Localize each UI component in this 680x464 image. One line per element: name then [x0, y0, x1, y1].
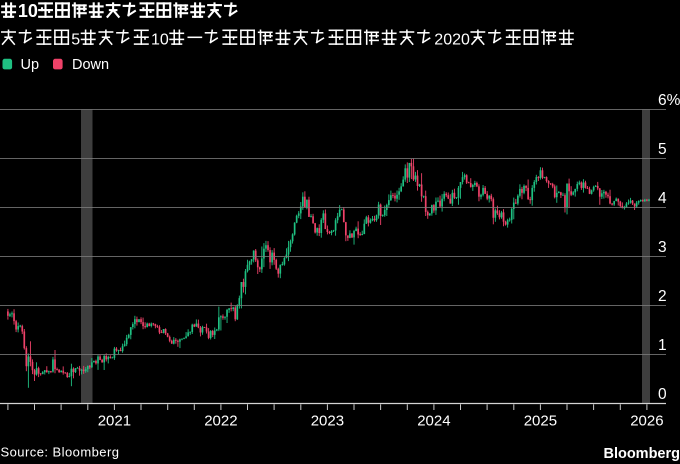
svg-text:10: 10: [18, 1, 38, 21]
svg-text:0: 0: [658, 386, 667, 403]
svg-text:2021: 2021: [98, 413, 131, 430]
svg-text:2020: 2020: [434, 31, 470, 48]
svg-text:2: 2: [658, 288, 667, 305]
svg-text:3: 3: [658, 239, 667, 256]
svg-text:5: 5: [658, 141, 667, 158]
svg-text:2023: 2023: [311, 413, 344, 430]
svg-text:5: 5: [71, 31, 80, 48]
svg-text:2026: 2026: [630, 413, 663, 430]
svg-text:Up: Up: [21, 57, 40, 73]
svg-text:Bloomberg: Bloomberg: [603, 446, 680, 462]
svg-text:2024: 2024: [417, 413, 450, 430]
svg-text:2022: 2022: [204, 413, 237, 430]
svg-text:Down: Down: [72, 57, 109, 73]
svg-text:2025: 2025: [524, 413, 557, 430]
svg-text:10: 10: [151, 31, 169, 48]
svg-text:1: 1: [658, 337, 667, 354]
svg-text:6%: 6%: [658, 92, 680, 109]
svg-text:4: 4: [658, 190, 667, 207]
svg-text:Source: Bloomberg: Source: Bloomberg: [1, 445, 120, 460]
